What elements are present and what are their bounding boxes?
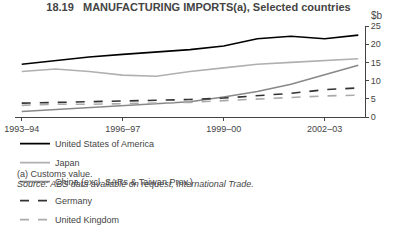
svg-text:10: 10 [371,76,381,86]
svg-text:15: 15 [371,58,381,68]
svg-text:Japan: Japan [55,158,80,168]
svg-text:0: 0 [371,112,376,122]
svg-text:United States of America: United States of America [55,139,154,149]
svg-text:1999–00: 1999–00 [206,124,241,134]
svg-text:United Kingdom: United Kingdom [55,215,119,225]
svg-text:20: 20 [371,39,381,49]
svg-text:25: 25 [371,21,381,31]
svg-text:Source: ABS data available on: Source: ABS data available on request, I… [17,179,254,189]
svg-text:1996–97: 1996–97 [105,124,140,134]
svg-text:2002–03: 2002–03 [307,124,342,134]
svg-text:5: 5 [371,94,376,104]
svg-text:China (excl. SARs & Taiwan Pro: China (excl. SARs & Taiwan Prov.) [55,177,193,187]
svg-text:(a) Customs value.: (a) Customs value. [17,169,93,179]
svg-text:Germany: Germany [55,196,93,206]
svg-text:18.19 MANUFACTURING IMPORTS(: 18.19 MANUFACTURING IMPORTS(a), Selected… [46,1,350,13]
svg-text:1993–94: 1993–94 [4,124,39,134]
svg-text:$b: $b [371,10,383,21]
